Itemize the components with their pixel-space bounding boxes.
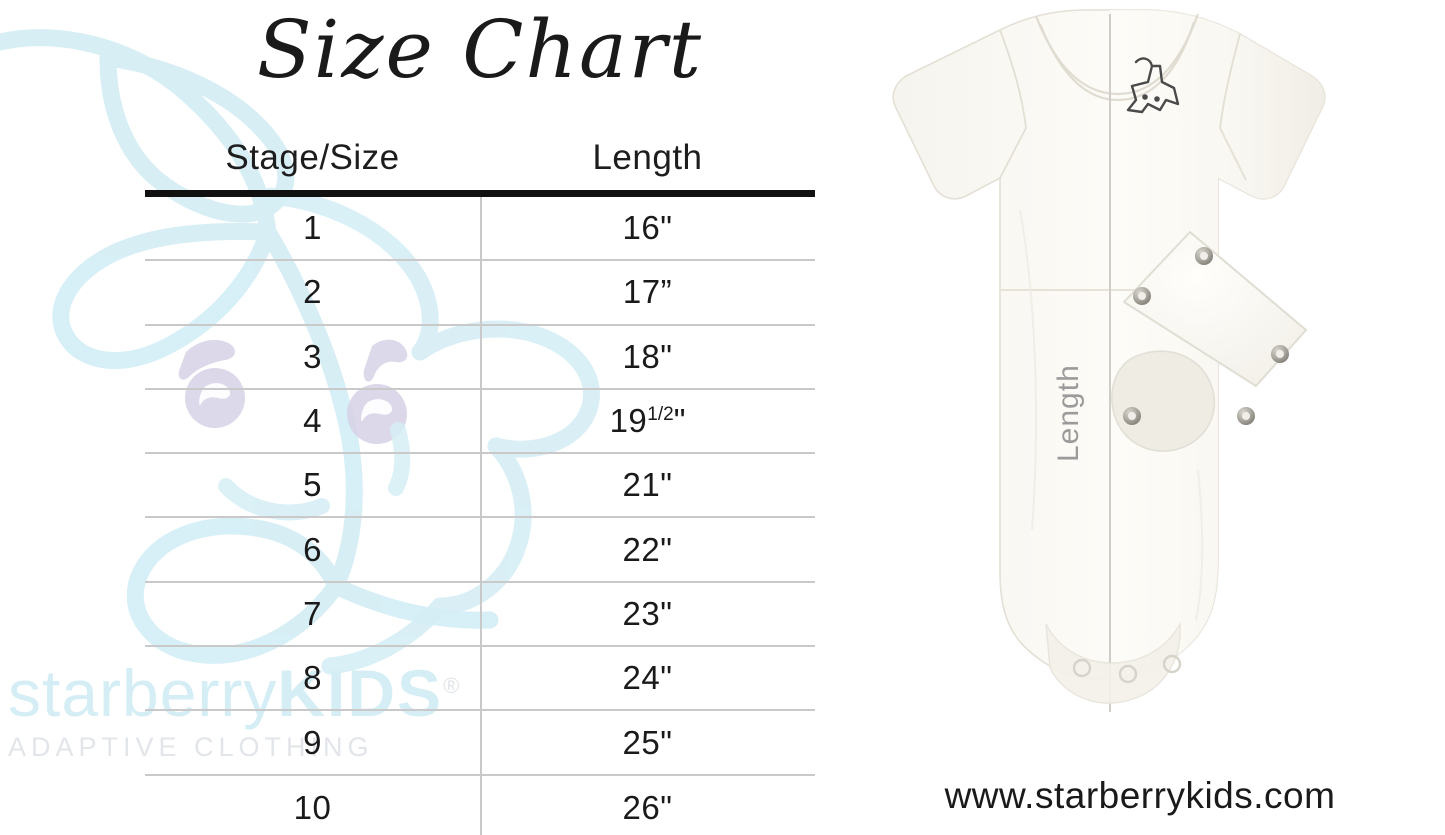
crotch-snap bbox=[1118, 664, 1138, 684]
cell-length: 24" bbox=[622, 659, 673, 697]
snap-button bbox=[1123, 407, 1141, 425]
crotch-snap bbox=[1162, 654, 1182, 674]
snap-button bbox=[1271, 345, 1289, 363]
garment-length-label: Length bbox=[1052, 364, 1085, 462]
cell-length-unit: " bbox=[673, 402, 686, 440]
cell-length: 25" bbox=[622, 723, 673, 761]
fabric-shading bbox=[1019, 209, 1204, 621]
cell-length: 18" bbox=[622, 337, 673, 375]
crotch-panel bbox=[1045, 621, 1182, 704]
cell-stage: 6 bbox=[303, 530, 322, 568]
cell-stage: 1 bbox=[303, 209, 322, 247]
column-header-length: Length bbox=[592, 137, 703, 177]
product-photo-onesie bbox=[860, 0, 1360, 745]
cell-length: 22" bbox=[622, 530, 673, 568]
cell-stage: 8 bbox=[303, 659, 322, 697]
adaptive-access-opening bbox=[1111, 350, 1216, 452]
cell-stage: 9 bbox=[303, 723, 322, 761]
column-divider bbox=[480, 197, 482, 835]
cell-stage: 2 bbox=[303, 273, 322, 311]
cell-length: 191/2" bbox=[480, 402, 815, 440]
cell-length: 26" bbox=[622, 788, 673, 826]
cell-stage: 4 bbox=[303, 402, 322, 440]
snap-button bbox=[1237, 407, 1255, 425]
column-header-stage-size: Stage/Size bbox=[225, 137, 400, 177]
adaptive-flap bbox=[1123, 231, 1307, 387]
cell-length: 23" bbox=[622, 594, 673, 632]
onesie-neckline bbox=[1034, 13, 1200, 102]
cell-length: 17” bbox=[622, 273, 673, 311]
page-title: Size Chart bbox=[256, 3, 704, 96]
cell-length-fraction: 1/2 bbox=[647, 404, 674, 426]
cell-length: 21" bbox=[622, 466, 673, 504]
header-rule-divider bbox=[145, 190, 815, 197]
cell-stage: 10 bbox=[293, 788, 332, 826]
table-header-row: Stage/Size Length bbox=[145, 125, 815, 190]
snap-button bbox=[1195, 247, 1213, 265]
cell-stage: 3 bbox=[303, 337, 322, 375]
cell-stage: 7 bbox=[303, 594, 322, 632]
table-row: 10 26" bbox=[145, 776, 815, 835]
snap-button bbox=[1133, 287, 1151, 305]
cell-stage: 5 bbox=[303, 466, 322, 504]
cell-length-whole: 19 bbox=[609, 402, 648, 440]
star-logo-icon bbox=[1126, 57, 1180, 114]
table-body: 1 16" 2 17” 3 18" 4 191/2" 5 21" 6 22" bbox=[145, 197, 815, 835]
snap-fasteners bbox=[1123, 247, 1289, 425]
cell-length: 16" bbox=[622, 209, 673, 247]
size-chart-table: Stage/Size Length 1 16" 2 17” 3 18" 4 19… bbox=[145, 125, 815, 835]
website-url: www.starberrykids.com bbox=[944, 775, 1336, 816]
crotch-snap bbox=[1072, 658, 1092, 678]
